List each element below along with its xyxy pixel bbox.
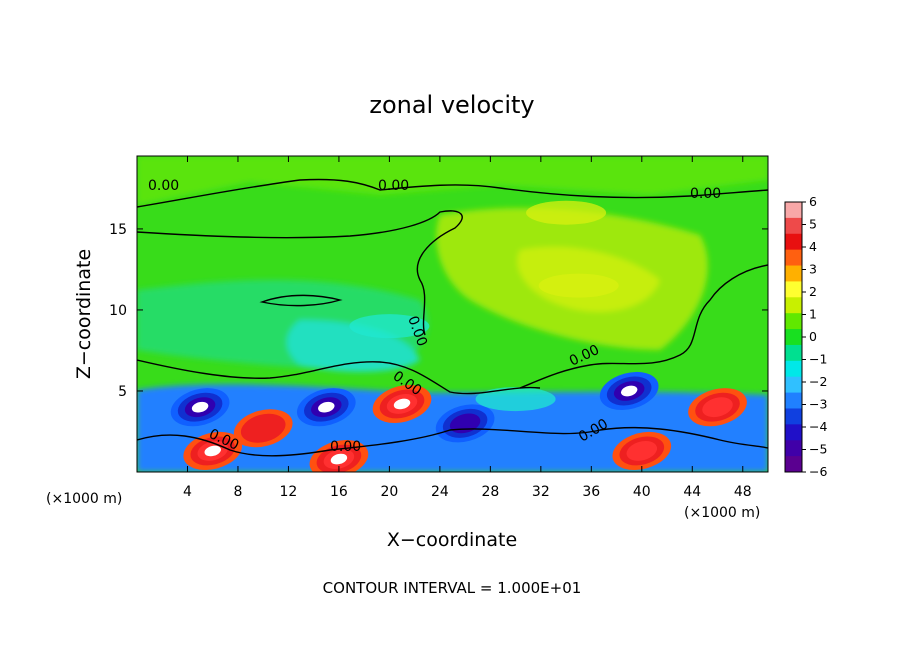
x-tick-label: 28 xyxy=(481,484,499,500)
colorbar-swatch xyxy=(785,424,802,441)
velocity-feature xyxy=(475,387,556,412)
contour-label: 0.00 xyxy=(148,178,179,194)
contour-interval-note: CONTOUR INTERVAL = 1.000E+01 xyxy=(323,579,582,597)
contour-label: 0.00 xyxy=(690,186,721,202)
contour-zero-upper-loop xyxy=(137,210,463,336)
contour-zero-mid xyxy=(259,294,343,307)
x-axis-label: X−coordinate xyxy=(387,529,517,551)
colorbar-swatch xyxy=(785,344,802,362)
colorbar-label: 4 xyxy=(809,239,817,254)
colorbar-label: −6 xyxy=(809,464,827,479)
velocity-feature xyxy=(449,413,481,434)
chart-title: zonal velocity xyxy=(369,91,534,119)
velocity-feature xyxy=(191,401,209,413)
colorbar-label: −1 xyxy=(809,352,827,367)
colorbar-label: −4 xyxy=(809,419,827,434)
contour-zero-bottom xyxy=(137,426,768,457)
velocity-feature xyxy=(330,453,348,465)
colorbar: 6 5 4 3 2 1 0 −1 −2 −3 −4 −5 −6 xyxy=(784,194,827,479)
x-unit-label-right: (×1000 m) xyxy=(684,505,760,521)
velocity-feature xyxy=(526,200,607,225)
contour-lines xyxy=(137,178,768,457)
colorbar-swatch xyxy=(785,440,802,457)
x-tick-label: 32 xyxy=(532,484,550,500)
field-region-upper xyxy=(137,156,768,205)
colorbar-swatch xyxy=(785,408,802,425)
velocity-feature xyxy=(349,314,430,339)
velocity-feature xyxy=(626,441,658,461)
colorbar-swatch xyxy=(785,376,802,394)
colorbar-swatch xyxy=(785,392,802,409)
colorbar-swatch xyxy=(785,313,802,330)
y-axis-label: Z−coordinate xyxy=(73,249,95,379)
colorbar-label: 6 xyxy=(809,194,817,209)
x-tick-label: 8 xyxy=(233,484,242,500)
colorbar-swatch xyxy=(785,217,802,235)
colorbar-label: 1 xyxy=(809,307,817,322)
x-tick-label: 24 xyxy=(431,484,449,500)
y-axis: 5 10 15 xyxy=(109,222,768,400)
x-axis: 4 8 12 16 20 24 28 32 36 40 44 48 xyxy=(183,156,752,500)
x-unit-label-left: (×1000 m) xyxy=(46,491,122,507)
velocity-feature xyxy=(318,401,335,413)
colorbar-swatch xyxy=(785,360,802,378)
colorbar-label: −2 xyxy=(809,374,827,389)
contour-zero-right xyxy=(519,264,768,389)
x-tick-label: 40 xyxy=(633,484,651,500)
contour-label: 0.00 xyxy=(330,439,361,455)
x-tick-label: 44 xyxy=(683,484,701,500)
colorbar-swatch xyxy=(785,233,802,251)
colorbar-label: 2 xyxy=(809,284,817,299)
y-tick-label: 15 xyxy=(109,222,127,238)
colorbar-label: 0 xyxy=(809,329,817,344)
y-tick-label: 10 xyxy=(109,303,127,319)
velocity-feature xyxy=(702,397,733,418)
x-tick-label: 48 xyxy=(734,484,752,500)
colorbar-swatch xyxy=(785,202,802,219)
x-tick-label: 20 xyxy=(380,484,398,500)
field-region-cyan xyxy=(286,320,420,372)
velocity-feature xyxy=(393,398,411,410)
plot-frame xyxy=(136,155,769,473)
contour-zero-top xyxy=(137,178,768,208)
colorbar-label: 5 xyxy=(809,217,817,232)
x-tick-label: 4 xyxy=(183,484,192,500)
colorbar-swatch xyxy=(785,249,802,267)
colorbar-swatch xyxy=(785,329,802,346)
velocity-feature xyxy=(620,385,638,397)
plot-area xyxy=(137,156,768,472)
contour-zero-lower xyxy=(137,359,541,395)
x-tick-label: 16 xyxy=(330,484,348,500)
colorbar-swatch xyxy=(785,265,802,282)
x-tick-label: 36 xyxy=(582,484,600,500)
velocity-feature xyxy=(538,273,619,298)
x-tick-label: 12 xyxy=(280,484,298,500)
y-tick-label: 5 xyxy=(118,384,127,400)
colorbar-label: 3 xyxy=(809,262,817,277)
colorbar-swatch xyxy=(785,456,802,473)
colorbar-swatch xyxy=(785,297,802,314)
colorbar-label: −3 xyxy=(809,397,827,412)
velocity-feature xyxy=(204,445,221,457)
contour-label: 0.00 xyxy=(378,178,409,194)
colorbar-label: −5 xyxy=(809,442,827,457)
velocity-feature xyxy=(240,413,286,443)
colorbar-swatch xyxy=(785,281,802,298)
